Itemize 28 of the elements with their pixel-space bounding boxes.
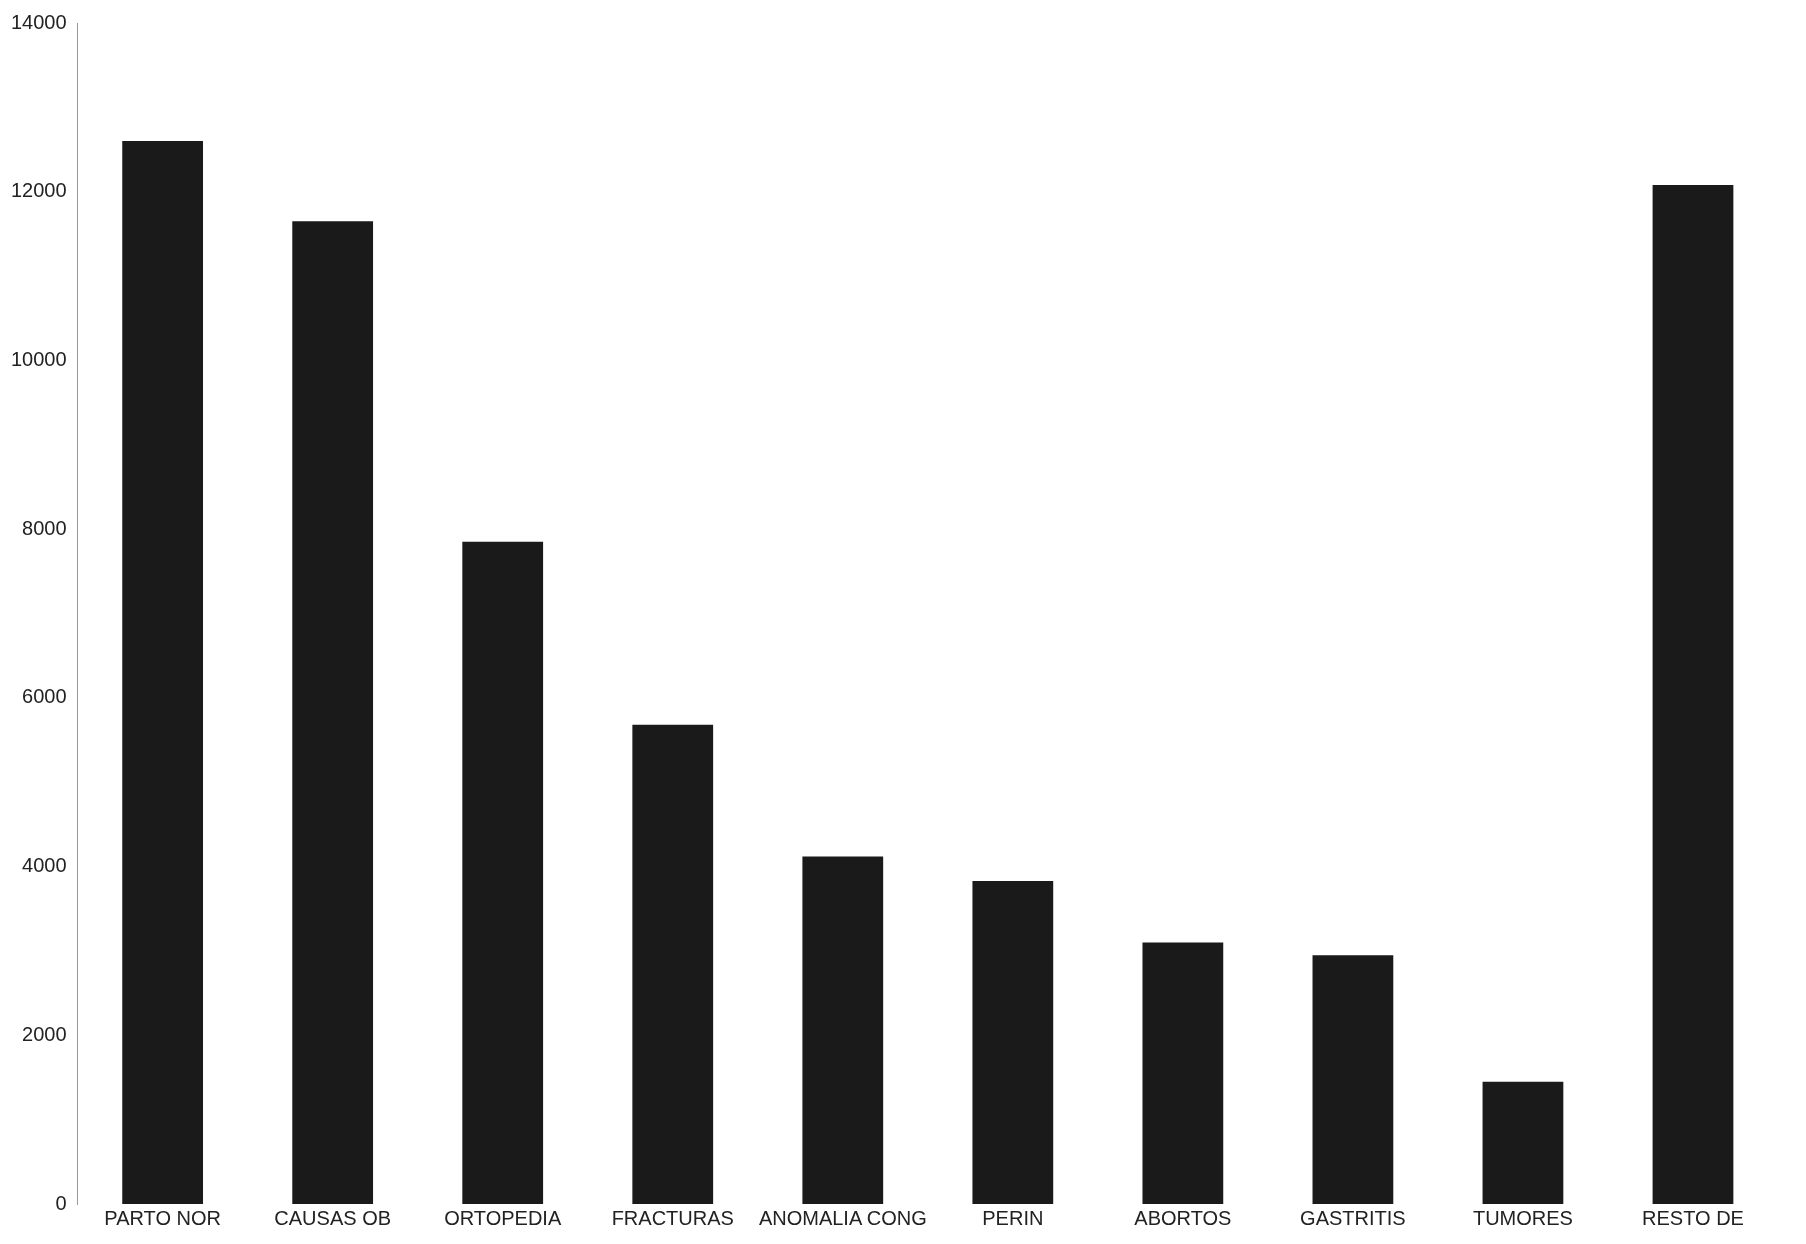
x-tick-label: PERIN — [982, 1206, 1044, 1229]
y-tick-label: 2000 — [22, 1022, 67, 1045]
y-tick-label: 4000 — [22, 854, 67, 877]
bar — [1142, 942, 1224, 1204]
x-tick-label: RESTO DE — [1642, 1206, 1744, 1229]
x-tick-label: GASTRITIS — [1300, 1206, 1406, 1229]
bar — [1312, 955, 1394, 1204]
x-tick-label: ORTOPEDIA — [444, 1206, 562, 1229]
bar — [632, 724, 714, 1204]
bar — [1482, 1081, 1564, 1204]
x-tick-label: CAUSAS OB — [274, 1206, 392, 1229]
x-tick-label: PARTO NOR — [104, 1206, 221, 1229]
x-tick-label: FRACTURAS — [611, 1206, 734, 1229]
bar — [462, 541, 544, 1204]
bar — [1652, 184, 1734, 1204]
y-tick-label: 12000 — [10, 179, 67, 202]
bar — [292, 221, 374, 1204]
x-tick-label: TUMORES — [1472, 1206, 1573, 1229]
y-tick-label: 8000 — [22, 516, 67, 539]
y-tick-label: 6000 — [22, 685, 67, 708]
bar — [972, 880, 1054, 1204]
y-tick-label: 10000 — [10, 347, 67, 370]
y-tick-label: 0 — [55, 1191, 67, 1214]
bar — [802, 856, 884, 1204]
bar — [122, 141, 204, 1204]
x-tick-label: ANOMALIA CONG — [758, 1206, 927, 1229]
x-tick-label: ABORTOS — [1134, 1206, 1232, 1229]
y-tick-label: 14000 — [10, 10, 67, 33]
